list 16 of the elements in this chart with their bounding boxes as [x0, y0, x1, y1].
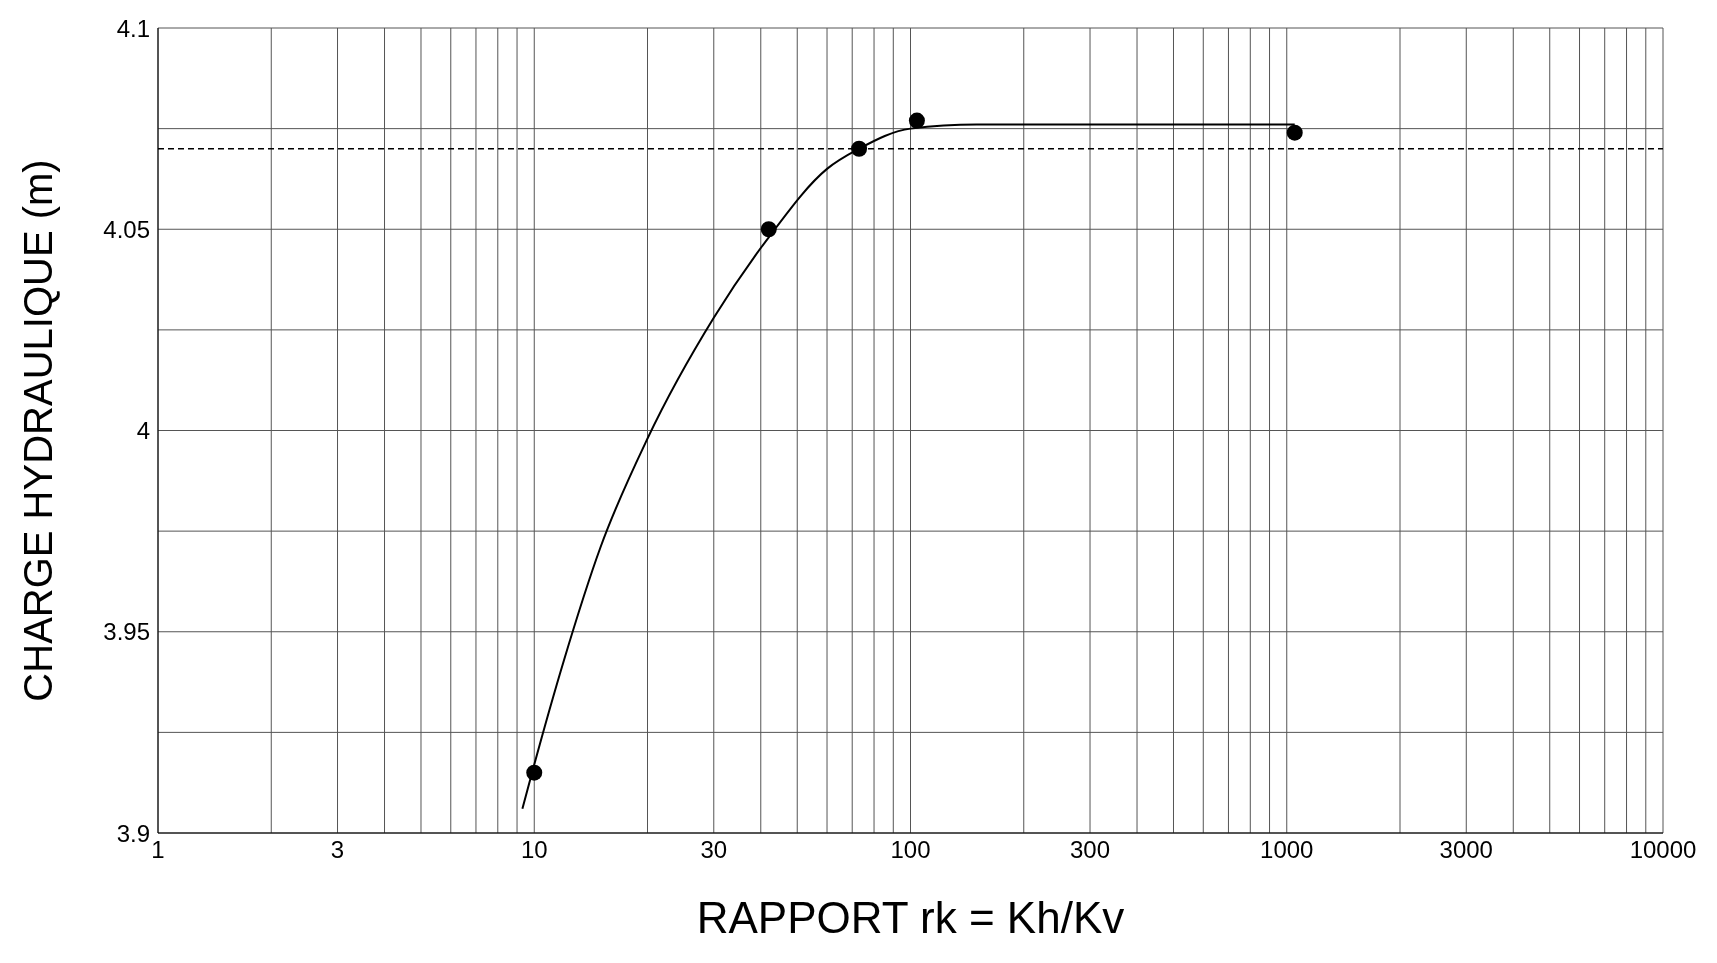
- y-tick-label: 4.1: [116, 14, 150, 42]
- x-tick-label: 1000: [1260, 836, 1314, 864]
- x-tick-label: 30: [700, 836, 728, 864]
- x-axis-title: RAPPORT rk = Kh/Kv: [696, 893, 1125, 942]
- y-tick-label: 4: [136, 417, 150, 445]
- x-tick-label: 300: [1069, 836, 1111, 864]
- y-axis-title: CHARGE HYDRAULIQUE (m): [16, 159, 61, 702]
- y-tick-label: 3.95: [103, 618, 150, 646]
- x-tick-label: 100: [890, 836, 931, 864]
- y-tick-label: 3.9: [116, 819, 150, 847]
- x-tick-label: 3: [330, 836, 345, 864]
- x-tick-label: 1: [151, 836, 165, 864]
- x-tick-label: 10000: [1629, 836, 1697, 864]
- x-tick-label: 10: [520, 836, 548, 864]
- y-tick-label: 4.05: [103, 215, 150, 243]
- x-tick-label: 3000: [1439, 836, 1493, 864]
